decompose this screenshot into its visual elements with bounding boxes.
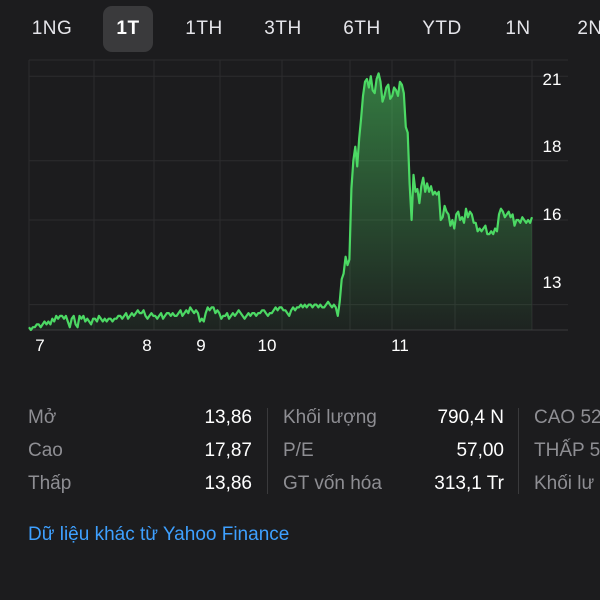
tab-ytd[interactable]: YTD xyxy=(422,18,462,39)
tab-1-week[interactable]: 1T xyxy=(103,6,153,52)
stat-label-52w-low: THẤP 5 xyxy=(534,440,600,461)
tab-6-months[interactable]: 6TH xyxy=(343,18,381,39)
stats-divider xyxy=(518,408,519,494)
tab-1-day[interactable]: 1NG xyxy=(31,18,73,39)
stat-label-volume: Khối lượng xyxy=(283,407,377,428)
stats-panel: Mở 13,86 Cao 17,87 Thấp 13,86 Khối lượng… xyxy=(0,400,600,500)
stat-value-pe: 57,00 xyxy=(456,440,504,461)
x-tick-label: 9 xyxy=(196,336,205,355)
tab-3-months[interactable]: 3TH xyxy=(264,18,302,39)
tab-1-year[interactable]: 1N xyxy=(505,18,531,39)
stat-value-market-cap: 313,1 Tr xyxy=(434,473,504,494)
x-tick-label: 7 xyxy=(35,336,44,355)
y-tick-label: 21 xyxy=(543,70,562,89)
stat-label-pe: P/E xyxy=(283,440,314,461)
x-tick-label: 11 xyxy=(391,336,409,355)
y-tick-label: 16 xyxy=(543,205,562,224)
stat-label-market-cap: GT vốn hóa xyxy=(283,473,382,494)
stat-label-avg-volume: Khối lư xyxy=(534,473,595,494)
range-tabs: 1NG 1T 1TH 3TH 6TH YTD 1N 2N xyxy=(0,6,600,52)
stat-value-open: 13,86 xyxy=(204,407,252,428)
tab-1-month[interactable]: 1TH xyxy=(185,18,223,39)
stat-value-volume: 790,4 N xyxy=(437,407,504,428)
tab-2-years[interactable]: 2N xyxy=(577,18,600,39)
stats-divider xyxy=(267,408,268,494)
x-tick-label: 10 xyxy=(258,336,277,355)
x-tick-label: 8 xyxy=(142,336,151,355)
stat-value-low: 13,86 xyxy=(204,473,252,494)
stat-label-low: Thấp xyxy=(28,473,72,494)
yahoo-finance-link[interactable]: Dữ liệu khác từ Yahoo Finance xyxy=(28,524,290,545)
stat-label-52w-high: CAO 52 xyxy=(534,407,600,428)
y-tick-label: 18 xyxy=(543,137,562,156)
price-chart[interactable]: 21 18 16 13 7 8 9 10 11 xyxy=(0,0,600,390)
stat-label-high: Cao xyxy=(28,440,63,461)
price-line xyxy=(28,72,534,332)
y-tick-label: 13 xyxy=(543,273,562,292)
stat-value-high: 17,87 xyxy=(204,440,252,461)
price-area-fill xyxy=(29,73,532,331)
stat-label-open: Mở xyxy=(28,407,57,428)
